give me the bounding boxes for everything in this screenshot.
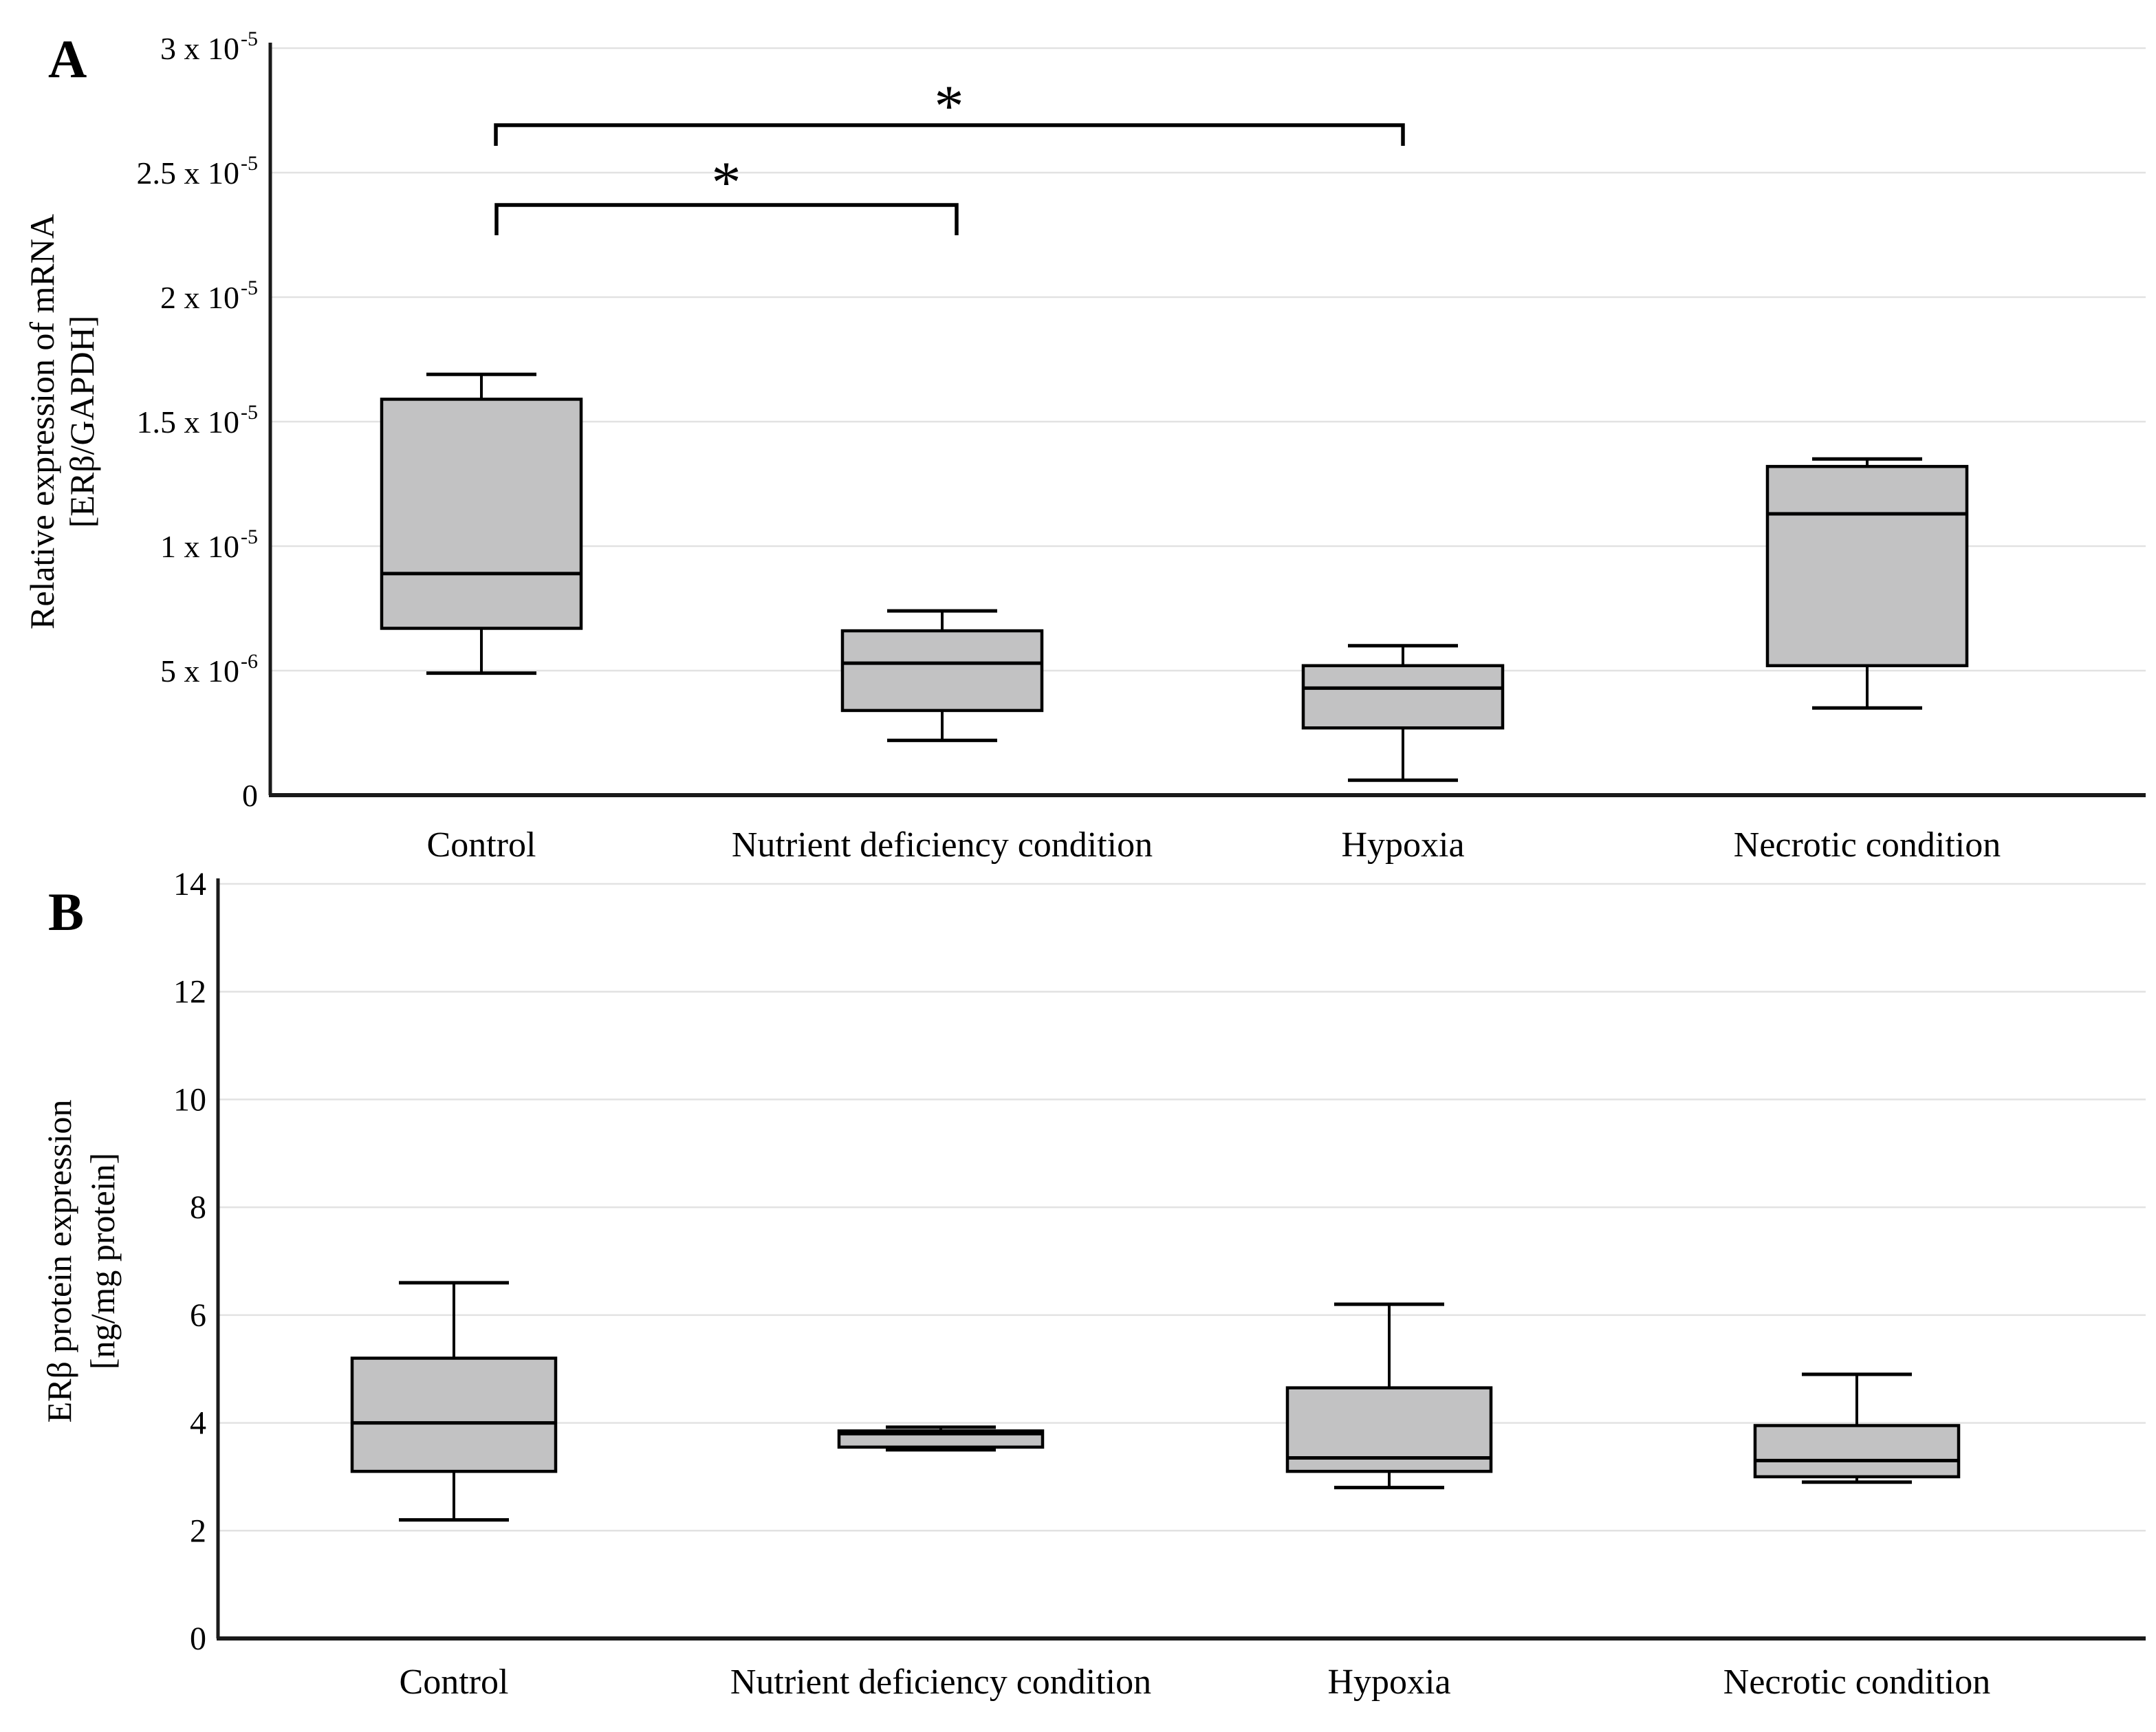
y-tick-label: 2.5 x 10-5 [137, 152, 259, 191]
box-plot-hypoxia [1285, 1302, 1493, 1490]
y-tick-label: 14 [173, 866, 206, 902]
box-plot-hypoxia [1301, 644, 1505, 782]
x-category-label-nutrient-deficiency-condition: Nutrient deficiency condition [732, 825, 1153, 865]
y-axis-title-line: Relative expression of mRNA [23, 214, 61, 629]
x-category-label-necrotic-condition: Necrotic condition [1734, 825, 2001, 865]
y-tick-labels: 14 12 10 8 6 4 2 0 [173, 866, 206, 1657]
x-category-label-control: Control [400, 1663, 509, 1702]
box-plot-control [350, 1281, 558, 1522]
panel-letter-a: A [48, 29, 87, 89]
y-tick-label: 0 [242, 778, 258, 813]
x-category-label-hypoxia: Hypoxia [1341, 825, 1464, 865]
significance-asterisk: * [935, 73, 964, 139]
iqr-box [840, 629, 1044, 713]
iqr-box [350, 1356, 558, 1473]
iqr-box [1753, 1424, 1961, 1479]
box-plot-nutrient-deficiency-condition [840, 609, 1044, 742]
y-tick-label: 5 x 10-6 [160, 650, 258, 689]
box-plot-necrotic-condition [1765, 457, 1969, 710]
y-axis-title-line: [ERβ/GAPDH] [63, 316, 101, 528]
x-category-label-nutrient-deficiency-condition: Nutrient deficiency condition [730, 1663, 1151, 1702]
iqr-box [1765, 464, 1969, 668]
y-tick-label: 3 x 10-5 [160, 28, 258, 66]
x-category-label-control: Control [427, 825, 536, 865]
x-category-label-necrotic-condition: Necrotic condition [1723, 1663, 1990, 1702]
iqr-box [380, 398, 583, 630]
y-tick-label: 6 [190, 1297, 206, 1334]
panel-letter-b: B [48, 882, 84, 942]
panel-b: 14 12 10 8 6 4 2 0 Control Nutrient deficiency co… [40, 866, 2146, 1702]
y-tick-label: 0 [190, 1621, 206, 1657]
y-axis-title-line: ERβ protein expression [40, 1100, 78, 1423]
significance-bracket-control-vs-nutrient-deficiency-condition: * [494, 149, 959, 235]
x-category-label-hypoxia: Hypoxia [1327, 1663, 1450, 1702]
y-axis-title-line: [ng/mg protein] [83, 1153, 122, 1370]
y-tick-label: 1.5 x 10-5 [137, 401, 259, 440]
y-tick-label: 1 x 10-5 [160, 526, 258, 564]
panel-a: 3 x 10-5 2.5 x 10-5 2 x 10-5 1.5 x 10-5 1 x … [23, 28, 2146, 865]
y-tick-label: 10 [173, 1081, 206, 1118]
y-tick-label: 2 [190, 1513, 206, 1549]
significance-asterisk: * [712, 149, 741, 215]
iqr-box [1301, 664, 1505, 730]
bracket-line [494, 203, 959, 235]
box-plot-control [380, 372, 583, 675]
bracket-line [494, 123, 1405, 146]
y-tick-label: 12 [173, 974, 206, 1010]
significance-bracket-control-vs-hypoxia: * [494, 73, 1405, 146]
box-plot-nutrient-deficiency-condition [837, 1425, 1045, 1452]
y-tick-label: 8 [190, 1189, 206, 1226]
y-tick-labels: 3 x 10-5 2.5 x 10-5 2 x 10-5 1.5 x 10-5 1 x … [137, 28, 259, 813]
y-tick-label: 2 x 10-5 [160, 277, 258, 315]
y-tick-label: 4 [190, 1405, 206, 1442]
gridlines [270, 47, 2146, 672]
box-plot-necrotic-condition [1753, 1372, 1961, 1484]
